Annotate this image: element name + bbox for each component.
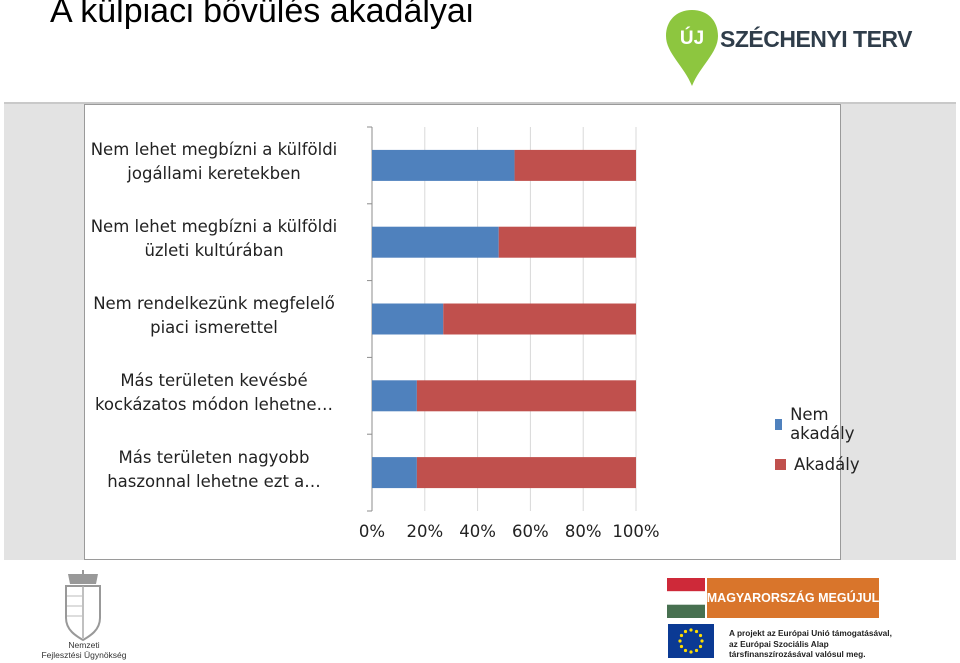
category-label-line: Más területen nagyobb <box>118 447 310 467</box>
eu-star <box>694 629 699 634</box>
bar-akadály <box>416 457 636 489</box>
bar-nem-akadály <box>372 226 499 258</box>
eu-star <box>689 628 693 632</box>
legend-item-nem-akadaly: Nem akadály <box>775 405 860 443</box>
category-label-line: haszonnal lehetne ezt a… <box>107 471 321 491</box>
bar-nem-akadály <box>372 149 515 181</box>
banner-text: MAGYARORSZÁG MEGÚJUL <box>707 578 879 618</box>
category-label-line: Nem lehet megbízni a külföldi <box>90 140 338 160</box>
bar-akadály <box>498 226 636 258</box>
eu-star <box>694 648 699 653</box>
chart-plot <box>367 126 637 512</box>
bar-akadály <box>443 303 636 335</box>
eu-star <box>679 644 684 649</box>
category-label-line: üzleti kultúrában <box>144 241 284 261</box>
x-tick-label: 80% <box>564 522 602 541</box>
header-rule <box>4 102 956 104</box>
eu-line: társfinanszírozásával valósul meg. <box>729 649 866 659</box>
category-label: Más területen kevésbé kockázatos módon le… <box>74 369 354 417</box>
category-label-line: kockázatos módon lehetne… <box>94 394 334 414</box>
coat-of-arms-icon <box>65 570 101 642</box>
eu-star <box>698 644 703 649</box>
category-label: Más területen nagyobb haszonnal lehetne e… <box>74 446 354 494</box>
x-tick-label: 0% <box>358 522 386 541</box>
category-label-line: piaci ismerettel <box>150 318 278 337</box>
hungarian-flag-icon <box>667 578 705 618</box>
eu-star <box>689 650 693 654</box>
agency-line: Nemzeti <box>68 640 100 650</box>
logo-text: SZÉCHENYI TERV <box>720 26 912 52</box>
bar-nem-akadály <box>372 380 417 412</box>
x-tick-label: 60% <box>512 522 549 541</box>
category-label: Nem rendelkezünk megfelelő piaci ismerett… <box>74 292 354 340</box>
logo-mark: ÚJ <box>680 27 704 49</box>
bar-akadály <box>514 149 636 181</box>
eu-star <box>678 639 682 643</box>
agency-line: Fejlesztési Ügynökség <box>41 650 127 660</box>
eu-line: az Európai Szociális Alap <box>729 638 829 649</box>
eu-star <box>700 639 704 643</box>
pin-icon: ÚJ <box>666 10 718 86</box>
category-label: Nem lehet megbízni a külföldi jogállami k… <box>74 138 354 186</box>
x-tick-label: 40% <box>459 522 496 541</box>
szechenyi-terv-logo: ÚJ SZÉCHENYI TERV <box>662 8 922 88</box>
category-label-line: Nem lehet megbízni a külföldi <box>90 217 338 237</box>
eu-line: A projekt az Európai Unió támogatásával, <box>729 628 892 638</box>
eu-star <box>698 633 703 638</box>
eu-star <box>683 648 688 653</box>
bar-akadály <box>416 380 636 412</box>
slide-title: A külpiaci bővülés akadályai <box>50 0 474 30</box>
x-tick-label: 20% <box>406 522 444 541</box>
eu-star <box>679 633 684 638</box>
legend-label: Nem akadály <box>790 405 855 443</box>
legend-item-akadaly: Akadály <box>775 455 860 474</box>
category-label-line: Más területen kevésbé <box>120 370 308 390</box>
legend-swatch <box>775 459 786 470</box>
eu-star <box>683 629 688 634</box>
eu-funding-text: A projekt az Európai Unió támogatásával,… <box>729 628 892 660</box>
category-label-line: jogállami keretekben <box>127 164 301 184</box>
magyarorszag-megujul-logo: MAGYARORSZÁG MEGÚJUL <box>667 578 879 618</box>
category-label-line: Nem rendelkezünk megfelelő <box>93 294 335 313</box>
legend: Nem akadály Akadály <box>775 405 860 486</box>
legend-label: Akadály <box>794 455 860 474</box>
x-tick-label: 100% <box>612 522 660 541</box>
agency-name: Nemzeti Fejlesztési Ügynökség <box>38 640 130 660</box>
category-label: Nem lehet megbízni a külföldi üzleti kult… <box>74 215 354 263</box>
legend-swatch <box>775 418 783 430</box>
bar-nem-akadály <box>372 457 417 489</box>
chart-frame: Nem lehet megbízni a külföldi jogállami k… <box>84 104 860 560</box>
bar-nem-akadály <box>372 303 444 335</box>
eu-flag-icon <box>668 624 714 658</box>
